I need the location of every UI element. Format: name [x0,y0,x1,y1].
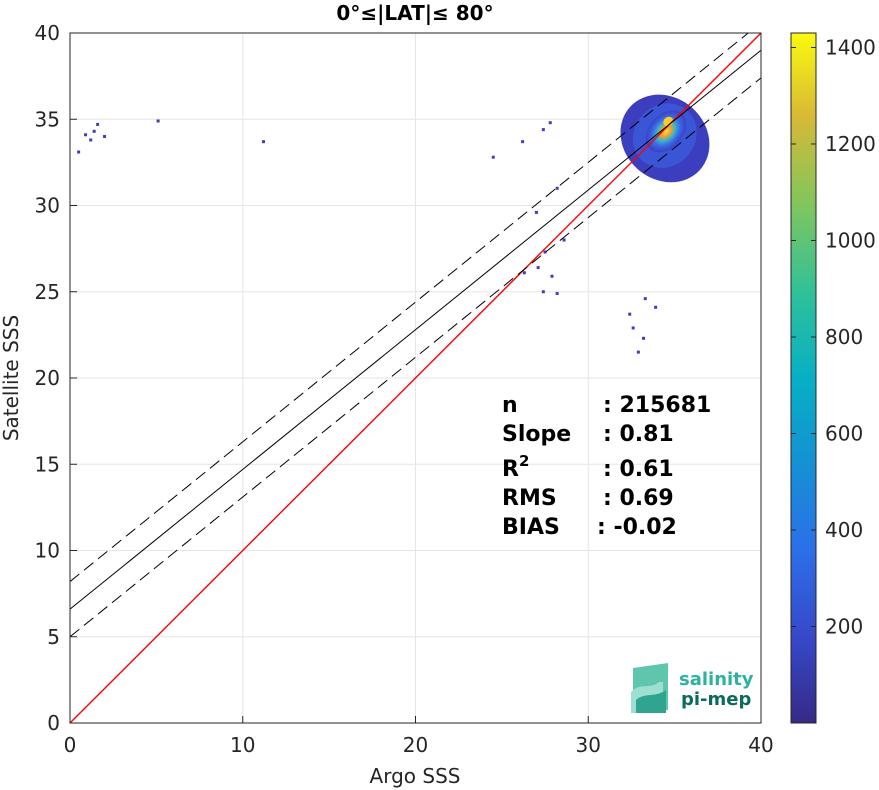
y-axis-label: Satellite SSS [0,315,23,441]
colorbar-tick-label: 400 [825,518,863,542]
stat-slope-label: Slope [502,422,571,447]
outlier-point [562,238,566,242]
colorbar-tick-label: 1400 [825,35,876,59]
y-tick-label: 5 [47,625,60,649]
colorbar-tick-label: 800 [825,325,863,349]
wave-logo-icon [631,663,668,713]
x-tick-label: 10 [230,733,255,757]
outlier-point [548,121,552,125]
y-tick-label: 40 [35,21,60,45]
density-cluster [620,94,710,183]
outlier-point [156,119,160,123]
stat-r2-base: R [502,457,519,482]
stat-n-value: : 215681 [603,393,711,418]
outlier-point [631,326,635,330]
outlier-point [543,250,547,254]
x-ticks: 0 10 20 30 40 [64,716,774,757]
outlier-point [536,266,540,270]
stat-rms-label: RMS [502,486,557,511]
stats-box: n : 215681 Slope : 0.81 R2 : 0.61 RMS : … [502,393,711,540]
outlier-point [654,305,658,309]
outlier-point [89,138,93,142]
y-tick-label: 25 [35,280,60,304]
line-fit [70,49,761,610]
outlier-point [555,291,559,295]
stat-n-label: n [502,393,518,418]
x-tick-label: 20 [403,733,428,757]
line-1-1 [70,33,761,723]
outlier-point [77,150,81,154]
colorbar-tick-label: 1200 [825,132,876,156]
outlier-point [534,210,538,214]
chart-title: 0°≤|LAT|≤ 80° [336,1,493,25]
regression-lines [70,33,761,723]
stat-slope-value: : 0.81 [603,422,674,447]
outlier-point [628,312,632,316]
outlier-point [636,350,640,354]
x-tick-label: 30 [576,733,601,757]
logo-line1: salinity [679,669,754,690]
outlier-point [521,140,525,144]
x-tick-label: 0 [64,733,77,757]
y-tick-label: 0 [47,711,60,735]
outlier-point [491,155,495,159]
colorbar-tick-label: 200 [825,614,863,638]
outlier-point [550,274,554,278]
outlier-points [77,119,658,354]
outlier-point [541,128,545,132]
stat-bias-label: BIAS [502,515,560,540]
outlier-point [261,140,265,144]
density-cluster-core [645,110,687,153]
colorbar-tick-label: 600 [825,421,863,445]
outlier-point [555,186,559,190]
y-tick-label: 35 [35,107,60,131]
y-tick-label: 20 [35,366,60,390]
logo-line2: pi-mep [681,689,751,710]
stat-rms-value: : 0.69 [603,486,674,511]
outlier-point [643,297,647,301]
stat-r2-label: R2 [502,452,529,482]
outlier-point [541,290,545,294]
y-tick-label: 30 [35,194,60,218]
outlier-point [103,135,107,138]
outlier-point [84,133,88,137]
stat-r2-value: : 0.61 [603,457,674,482]
outlier-point [522,271,526,275]
stat-bias-value: : -0.02 [597,515,677,540]
y-tick-label: 15 [35,452,60,476]
stat-r2-sup: 2 [519,452,529,470]
colorbar-ticks: 200 400 600 800 1000 1200 1400 [791,35,876,638]
salinity-pi-mep-logo: salinity pi-mep [631,663,754,713]
x-tick-label: 40 [748,733,773,757]
line-fit-std [70,33,749,582]
outlier-point [642,336,646,340]
outlier-point [92,129,96,133]
outlier-point [96,122,100,126]
y-tick-label: 10 [35,539,60,563]
colorbar [790,32,817,724]
line-fit-std [70,77,761,638]
y-ticks: 0 5 10 15 20 25 30 35 40 [35,21,77,735]
x-axis-label: Argo SSS [370,764,461,788]
colorbar-tick-label: 1000 [825,228,876,252]
